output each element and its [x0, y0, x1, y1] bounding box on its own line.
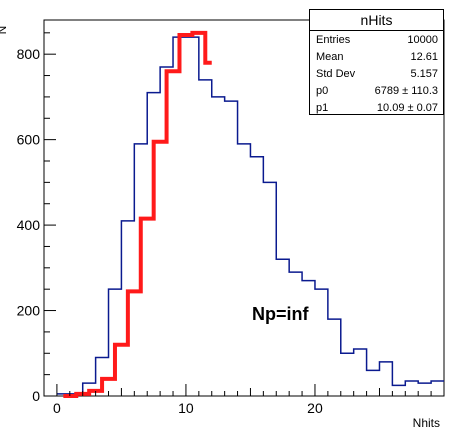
stats-row-stddev: Std Dev 5.157: [310, 65, 443, 82]
stats-label: Mean: [316, 50, 344, 63]
histogram-series: [56, 36, 444, 395]
x-axis: 0 10 20: [53, 384, 445, 416]
x-axis-label: Nhits: [413, 416, 440, 430]
stats-label: p1: [316, 101, 329, 114]
y-tick-label: 800: [17, 46, 41, 62]
plot-frame-rect: [43, 19, 445, 397]
y-tick-label: 200: [17, 303, 41, 319]
stats-title: nHits: [310, 10, 443, 31]
stats-value: 12.61: [410, 50, 438, 63]
stats-row-entries: Entries 10000: [310, 31, 443, 48]
stats-label: Entries: [316, 33, 351, 46]
y-tick-label: 400: [17, 217, 41, 233]
stats-row-p1: p1 10.09 ± 0.07: [310, 99, 443, 116]
stats-value: 10.09 ± 0.07: [376, 101, 438, 114]
x-tick-label: 20: [307, 400, 323, 416]
fit-layer: [63, 30, 212, 398]
annotation-np: Np=inf: [252, 304, 309, 324]
stats-value: 5.157: [410, 67, 438, 80]
stats-box: nHits Entries 10000 Mean 12.61 Std Dev 5…: [309, 9, 444, 115]
stats-label: p0: [316, 84, 329, 97]
histogram-layer: [56, 36, 444, 395]
y-axis-label: N: [0, 26, 9, 35]
stats-label: Std Dev: [316, 67, 356, 80]
stats-row-p0: p0 6789 ± 110.3: [310, 82, 443, 99]
stats-value: 6789 ± 110.3: [374, 84, 438, 97]
plot-frame: [43, 19, 445, 397]
fit-series: [63, 30, 212, 398]
stats-value: 10000: [407, 33, 438, 46]
x-tick-label: 0: [53, 400, 61, 416]
stats-row-mean: Mean 12.61: [310, 48, 443, 65]
x-tick-label: 10: [178, 400, 194, 416]
y-tick-label: 0: [32, 388, 40, 404]
y-tick-label: 600: [17, 132, 41, 148]
y-axis: 0 200 400 600 800: [17, 32, 56, 404]
